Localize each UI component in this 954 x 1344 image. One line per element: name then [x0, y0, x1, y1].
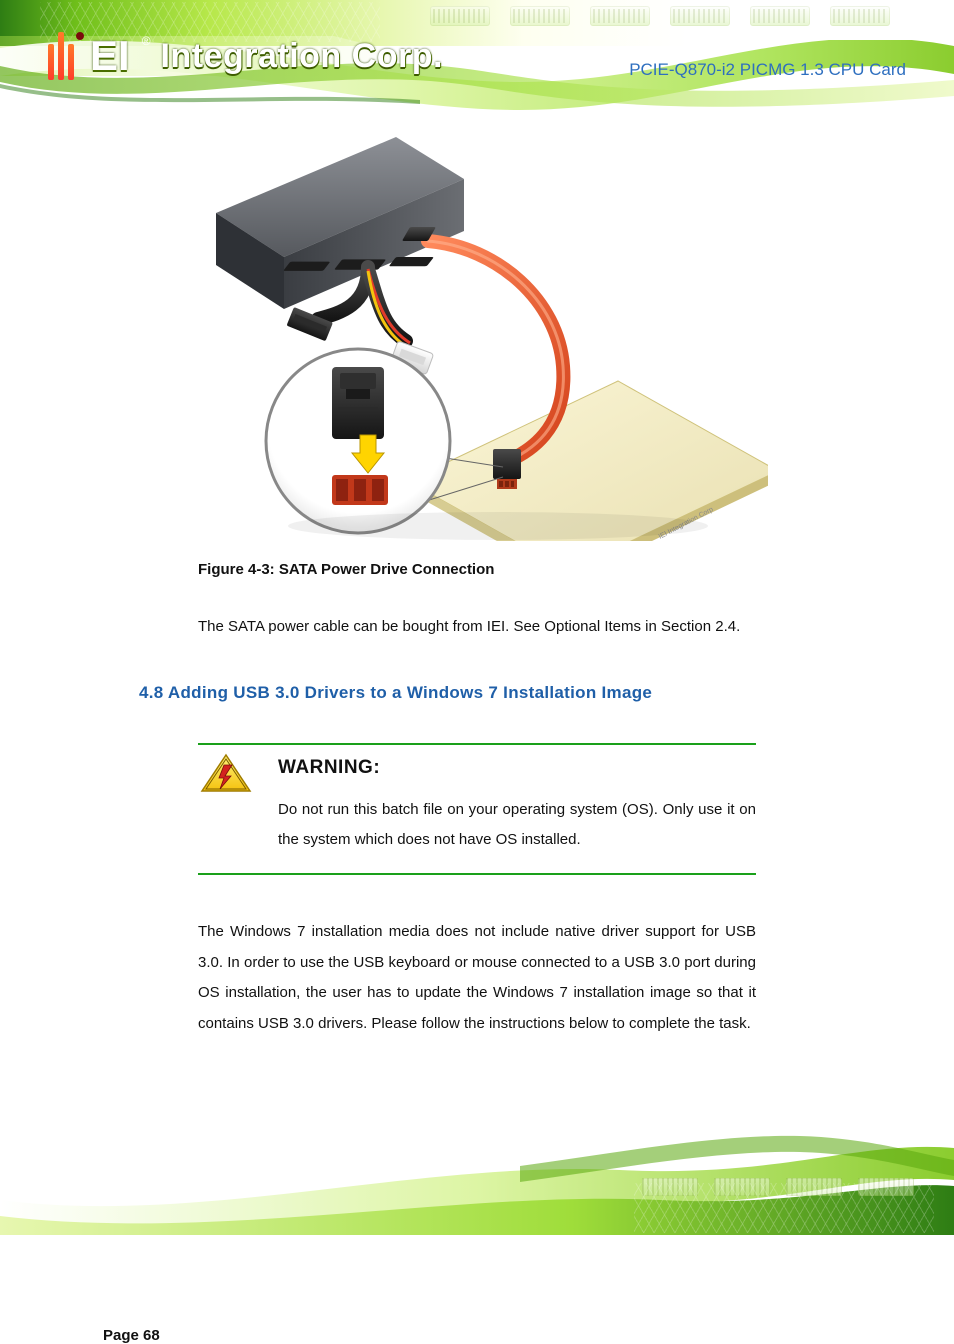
footer-grid-overlay: [634, 1183, 934, 1233]
page-number: Page 68: [103, 1327, 160, 1344]
figure-caption: Figure 4-3: SATA Power Drive Connection: [198, 561, 954, 578]
document-title: PCIE-Q870-i2 PICMG 1.3 CPU Card: [629, 60, 906, 80]
brand-mark-icon: [48, 32, 88, 80]
warning-rule-bottom: [198, 873, 756, 875]
warning-label: WARNING:: [278, 757, 954, 779]
figure-sata-power: IEI Integration Corp: [198, 131, 768, 541]
banner-chip-row: [420, 6, 940, 32]
warning-rule-top: [198, 743, 756, 745]
warning-text: Do not run this batch file on your opera…: [278, 795, 756, 855]
page-footer-banner: [0, 1130, 954, 1235]
brand-e: E: [90, 32, 118, 80]
brand-i: I: [118, 32, 130, 80]
section-4-7-paragraph: The SATA power cable can be bought from …: [198, 612, 756, 643]
brand-logo: E I ® Integration Corp.: [48, 28, 443, 84]
page-content: IEI Integration Corp: [0, 131, 954, 1040]
intro-paragraph: The Windows 7 installation media does no…: [198, 917, 756, 1040]
heading-4-8: 4.8 Adding USB 3.0 Drivers to a Windows …: [139, 683, 954, 703]
brand-registered-icon: ®: [142, 34, 151, 48]
page-header-banner: E I ® Integration Corp. PCIE-Q870-i2 PIC…: [0, 0, 954, 113]
brand-text: Integration Corp.: [161, 37, 443, 76]
